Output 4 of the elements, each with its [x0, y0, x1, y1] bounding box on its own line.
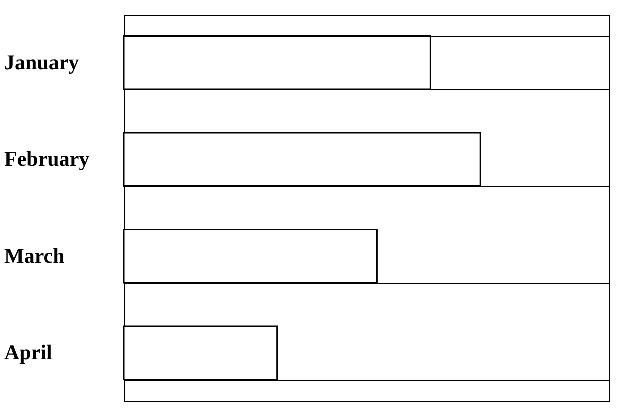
y-tick-label: April — [4, 340, 52, 365]
y-tick-label: March — [4, 244, 66, 268]
y-tick-label: February — [4, 147, 90, 172]
y-tick-label: January — [4, 50, 80, 74]
